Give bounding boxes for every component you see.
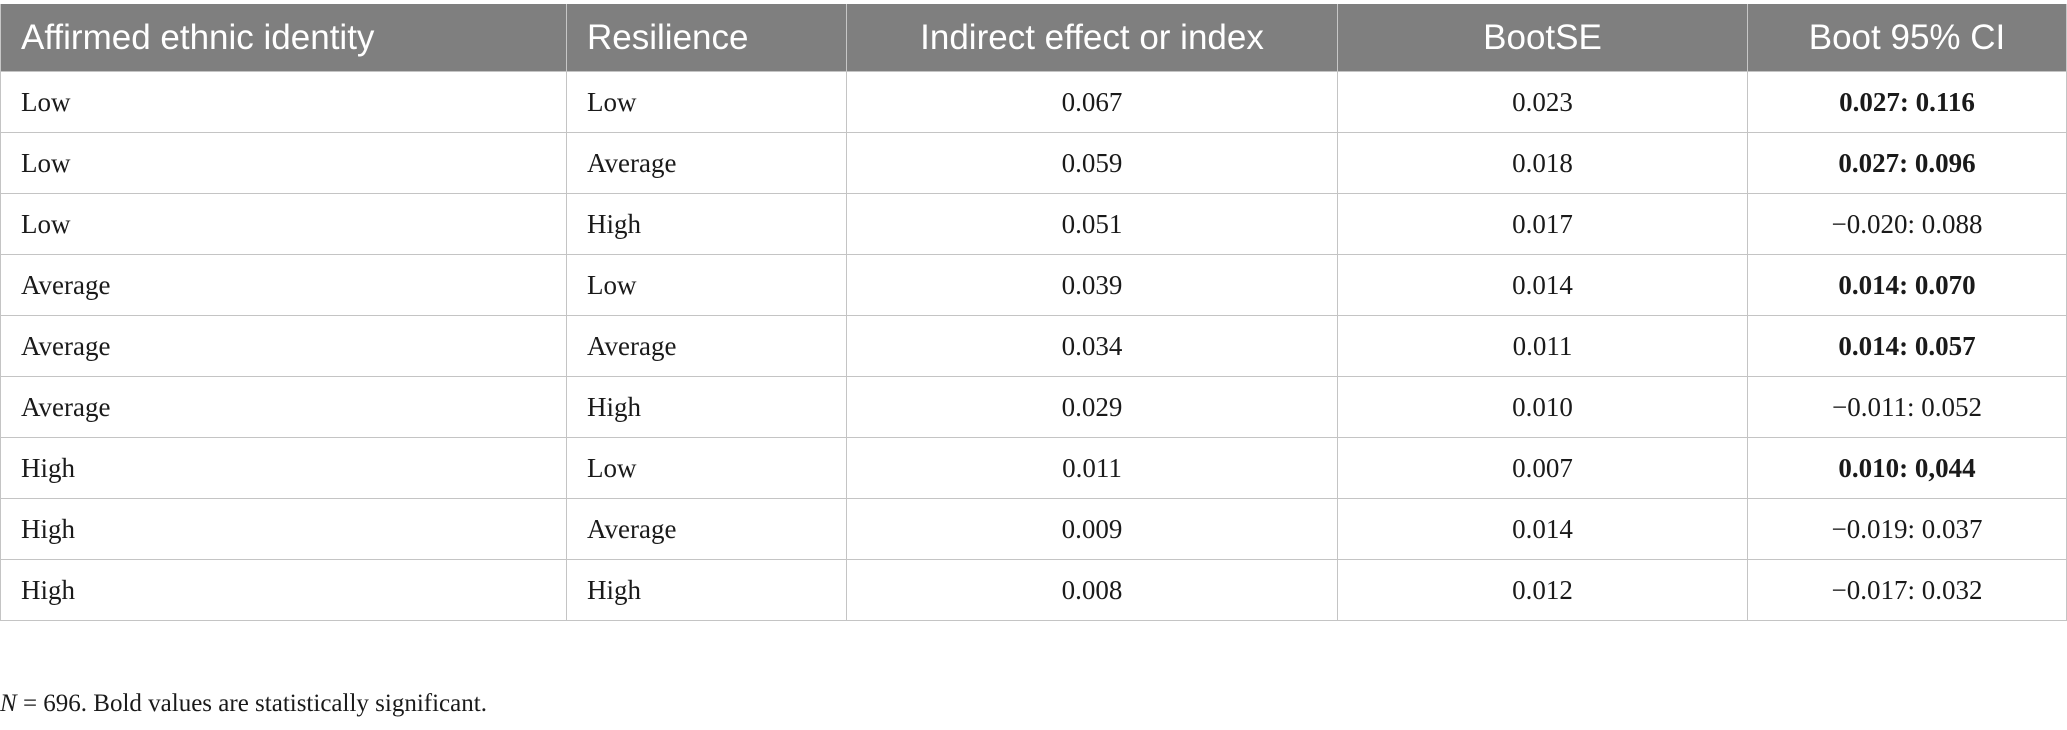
cell-boot-ci: 0.014: 0.057 xyxy=(1747,315,2067,377)
header-boot-ci: Boot 95% CI xyxy=(1747,4,2067,72)
cell-bootse: 0.023 xyxy=(1337,71,1748,133)
cell-resilience: High xyxy=(566,376,847,438)
table-row: Average High 0.029 0.010 −0.011: 0.052 xyxy=(0,376,2067,438)
cell-affirmed-ethnic-identity: Low xyxy=(0,71,567,133)
cell-bootse: 0.012 xyxy=(1337,559,1748,621)
header-affirmed-ethnic-identity: Affirmed ethnic identity xyxy=(0,4,567,72)
cell-affirmed-ethnic-identity: Average xyxy=(0,315,567,377)
cell-boot-ci: 0.014: 0.070 xyxy=(1747,254,2067,316)
cell-bootse: 0.014 xyxy=(1337,254,1748,316)
table-row: High Average 0.009 0.014 −0.019: 0.037 xyxy=(0,498,2067,560)
cell-boot-ci: −0.020: 0.088 xyxy=(1747,193,2067,255)
cell-affirmed-ethnic-identity: High xyxy=(0,437,567,499)
header-row: Affirmed ethnic identity Resilience Indi… xyxy=(0,4,2067,72)
cell-resilience: Average xyxy=(566,315,847,377)
cell-indirect-effect: 0.009 xyxy=(846,498,1338,560)
cell-resilience: Low xyxy=(566,437,847,499)
cell-resilience: Average xyxy=(566,498,847,560)
cell-affirmed-ethnic-identity: High xyxy=(0,559,567,621)
cell-resilience: High xyxy=(566,193,847,255)
cell-affirmed-ethnic-identity: Average xyxy=(0,254,567,316)
header-resilience: Resilience xyxy=(566,4,847,72)
cell-boot-ci: 0.027: 0.096 xyxy=(1747,132,2067,194)
cell-indirect-effect: 0.011 xyxy=(846,437,1338,499)
table-footnote: N = 696. Bold values are statistically s… xyxy=(0,690,487,718)
cell-boot-ci: 0.027: 0.116 xyxy=(1747,71,2067,133)
results-table: Affirmed ethnic identity Resilience Indi… xyxy=(0,4,2067,621)
cell-indirect-effect: 0.059 xyxy=(846,132,1338,194)
cell-affirmed-ethnic-identity: High xyxy=(0,498,567,560)
cell-indirect-effect: 0.039 xyxy=(846,254,1338,316)
table-row: Average Low 0.039 0.014 0.014: 0.070 xyxy=(0,254,2067,316)
cell-bootse: 0.010 xyxy=(1337,376,1748,438)
cell-bootse: 0.014 xyxy=(1337,498,1748,560)
table-row: High Low 0.011 0.007 0.010: 0,044 xyxy=(0,437,2067,499)
table-row: Average Average 0.034 0.011 0.014: 0.057 xyxy=(0,315,2067,377)
cell-boot-ci: 0.010: 0,044 xyxy=(1747,437,2067,499)
cell-indirect-effect: 0.034 xyxy=(846,315,1338,377)
cell-boot-ci: −0.017: 0.032 xyxy=(1747,559,2067,621)
cell-boot-ci: −0.011: 0.052 xyxy=(1747,376,2067,438)
table-body: Low Low 0.067 0.023 0.027: 0.116 Low Average 0.… xyxy=(0,71,2067,621)
cell-resilience: High xyxy=(566,559,847,621)
cell-boot-ci: −0.019: 0.037 xyxy=(1747,498,2067,560)
cell-bootse: 0.011 xyxy=(1337,315,1748,377)
cell-affirmed-ethnic-identity: Low xyxy=(0,132,567,194)
table-row: Low High 0.051 0.017 −0.020: 0.088 xyxy=(0,193,2067,255)
table-row: Low Low 0.067 0.023 0.027: 0.116 xyxy=(0,71,2067,133)
table-header: Affirmed ethnic identity Resilience Indi… xyxy=(0,4,2067,72)
cell-resilience: Low xyxy=(566,254,847,316)
cell-indirect-effect: 0.029 xyxy=(846,376,1338,438)
footnote-text: = 696. Bold values are statistically sig… xyxy=(16,690,487,717)
cell-resilience: Low xyxy=(566,71,847,133)
cell-bootse: 0.007 xyxy=(1337,437,1748,499)
cell-indirect-effect: 0.051 xyxy=(846,193,1338,255)
cell-bootse: 0.017 xyxy=(1337,193,1748,255)
table-row: Low Average 0.059 0.018 0.027: 0.096 xyxy=(0,132,2067,194)
header-bootse: BootSE xyxy=(1337,4,1748,72)
table-row: High High 0.008 0.012 −0.017: 0.032 xyxy=(0,559,2067,621)
results-table-container: Affirmed ethnic identity Resilience Indi… xyxy=(0,4,2067,621)
footnote-n-label: N xyxy=(0,690,17,717)
cell-bootse: 0.018 xyxy=(1337,132,1748,194)
cell-affirmed-ethnic-identity: Average xyxy=(0,376,567,438)
cell-indirect-effect: 0.008 xyxy=(846,559,1338,621)
cell-affirmed-ethnic-identity: Low xyxy=(0,193,567,255)
cell-resilience: Average xyxy=(566,132,847,194)
cell-indirect-effect: 0.067 xyxy=(846,71,1338,133)
header-indirect-effect: Indirect effect or index xyxy=(846,4,1338,72)
